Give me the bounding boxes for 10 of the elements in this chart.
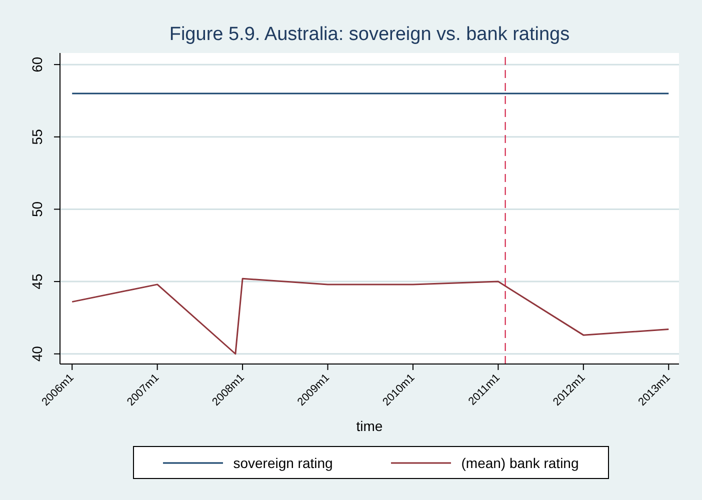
- line-series: [71, 278, 670, 355]
- y-tick-label: 55: [29, 128, 45, 145]
- y-tick-label: 45: [29, 274, 45, 290]
- x-axis-title: time: [355, 418, 384, 434]
- y-tick-label: 50: [29, 201, 45, 218]
- y-tick-label: 60: [29, 56, 45, 72]
- legend-label: sovereign rating: [233, 454, 333, 470]
- legend-label: (mean) bank rating: [461, 454, 579, 470]
- chart-title: Figure 5.9. Australia: sovereign vs. bank ratings: [168, 24, 571, 46]
- y-tick-label: 40: [29, 346, 45, 362]
